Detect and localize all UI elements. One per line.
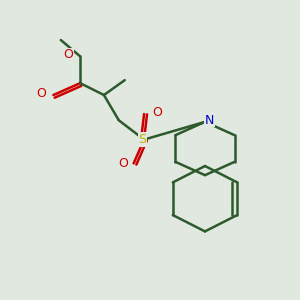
Text: N: N <box>205 114 214 127</box>
Text: S: S <box>139 133 147 146</box>
Text: O: O <box>152 106 162 119</box>
Text: O: O <box>118 157 128 170</box>
Text: O: O <box>37 87 46 100</box>
Text: O: O <box>63 48 73 62</box>
